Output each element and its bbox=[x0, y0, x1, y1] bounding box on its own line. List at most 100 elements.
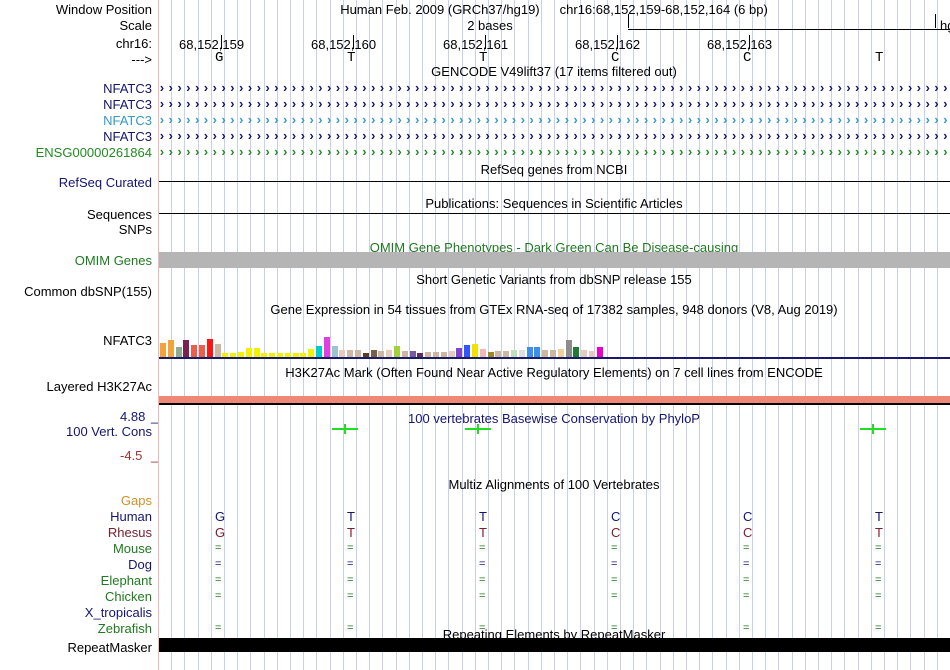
h3k27ac-signal-bar[interactable] bbox=[158, 396, 950, 403]
dbsnp-label[interactable]: Common dbSNP(155) bbox=[0, 284, 156, 299]
snps-label[interactable]: SNPs bbox=[0, 222, 156, 237]
species-value-4-5[interactable]: = bbox=[875, 558, 881, 570]
species-value-2-2[interactable]: T bbox=[479, 525, 487, 540]
species-value-1-3[interactable]: C bbox=[611, 509, 620, 524]
species-label-3[interactable]: Mouse bbox=[0, 541, 156, 556]
gtex-bar-46[interactable] bbox=[519, 350, 525, 357]
species-value-1-1[interactable]: T bbox=[347, 509, 355, 524]
species-value-5-0[interactable]: = bbox=[215, 574, 221, 586]
gtex-bar-21[interactable] bbox=[324, 337, 330, 357]
conservation-mark-0[interactable] bbox=[332, 428, 358, 430]
species-value-6-2[interactable]: = bbox=[479, 590, 485, 602]
species-value-5-1[interactable]: = bbox=[347, 574, 353, 586]
gtex-bar-4[interactable] bbox=[191, 345, 197, 357]
gtex-bar-49[interactable] bbox=[542, 350, 548, 357]
gtex-track-label[interactable]: NFATC3 bbox=[0, 333, 156, 348]
species-value-5-4[interactable]: = bbox=[743, 574, 749, 586]
repeatmasker-label[interactable]: RepeatMasker bbox=[0, 640, 156, 655]
species-value-3-3[interactable]: = bbox=[611, 542, 617, 554]
gene-label-2[interactable]: NFATC3 bbox=[0, 113, 156, 128]
species-value-1-2[interactable]: T bbox=[479, 509, 487, 524]
gtex-bar-29[interactable] bbox=[386, 350, 392, 357]
conservation-mark-1[interactable] bbox=[465, 428, 491, 430]
species-label-8[interactable]: Zebrafish bbox=[0, 621, 156, 636]
refseq-label[interactable]: RefSeq Curated bbox=[0, 175, 156, 190]
gtex-bar-48[interactable] bbox=[534, 347, 540, 357]
gtex-bar-24[interactable] bbox=[347, 350, 353, 357]
gene-arrow-track-2[interactable]: ››››››››››››››››››››››››››››››››››››››››… bbox=[158, 113, 950, 127]
species-label-1[interactable]: Human bbox=[0, 509, 156, 524]
omim-genes-bar[interactable] bbox=[158, 252, 950, 268]
gene-arrow-track-4[interactable]: ››››››››››››››››››››››››››››››››››››››››… bbox=[158, 145, 950, 159]
species-value-5-2[interactable]: = bbox=[479, 574, 485, 586]
species-value-2-0[interactable]: G bbox=[215, 525, 225, 540]
gtex-bar-7[interactable] bbox=[215, 344, 221, 357]
gtex-bar-45[interactable] bbox=[511, 350, 517, 357]
species-value-2-5[interactable]: T bbox=[875, 525, 883, 540]
species-value-1-5[interactable]: T bbox=[875, 509, 883, 524]
species-value-5-5[interactable]: = bbox=[875, 574, 881, 586]
gtex-bar-52[interactable] bbox=[566, 340, 572, 357]
species-value-1-0[interactable]: G bbox=[215, 509, 225, 524]
gtex-bar-27[interactable] bbox=[371, 350, 377, 357]
species-value-6-1[interactable]: = bbox=[347, 590, 353, 602]
species-value-4-1[interactable]: = bbox=[347, 558, 353, 570]
gtex-bar-47[interactable] bbox=[527, 347, 533, 357]
species-value-4-2[interactable]: = bbox=[479, 558, 485, 570]
species-value-3-5[interactable]: = bbox=[875, 542, 881, 554]
gtex-bar-56[interactable] bbox=[597, 347, 603, 357]
species-value-6-4[interactable]: = bbox=[743, 590, 749, 602]
gene-arrow-track-0[interactable]: ››››››››››››››››››››››››››››››››››››››››… bbox=[158, 81, 950, 95]
species-value-6-5[interactable]: = bbox=[875, 590, 881, 602]
gtex-bar-3[interactable] bbox=[183, 340, 189, 357]
species-label-5[interactable]: Elephant bbox=[0, 573, 156, 588]
species-value-1-4[interactable]: C bbox=[743, 509, 752, 524]
gtex-bar-2[interactable] bbox=[176, 347, 182, 357]
gtex-bar-12[interactable] bbox=[254, 348, 260, 357]
species-label-6[interactable]: Chicken bbox=[0, 589, 156, 604]
gtex-bar-25[interactable] bbox=[355, 350, 361, 357]
species-value-6-0[interactable]: = bbox=[215, 590, 221, 602]
gtex-bar-50[interactable] bbox=[550, 350, 556, 357]
species-value-6-3[interactable]: = bbox=[611, 590, 617, 602]
gtex-bar-20[interactable] bbox=[316, 346, 322, 357]
species-value-2-4[interactable]: C bbox=[743, 525, 752, 540]
gtex-bar-51[interactable] bbox=[558, 349, 564, 357]
gtex-bar-0[interactable] bbox=[160, 343, 166, 357]
sequences-label[interactable]: Sequences bbox=[0, 207, 156, 222]
species-value-2-1[interactable]: T bbox=[347, 525, 355, 540]
species-label-2[interactable]: Rhesus bbox=[0, 525, 156, 540]
species-value-3-2[interactable]: = bbox=[479, 542, 485, 554]
species-value-3-4[interactable]: = bbox=[743, 542, 749, 554]
conservation-mark-2[interactable] bbox=[860, 428, 886, 430]
gtex-bar-6[interactable] bbox=[207, 339, 213, 357]
species-label-4[interactable]: Dog bbox=[0, 557, 156, 572]
gtex-bar-41[interactable] bbox=[480, 349, 486, 357]
gtex-bar-5[interactable] bbox=[199, 345, 205, 357]
gtex-bar-40[interactable] bbox=[472, 344, 478, 357]
species-value-5-3[interactable]: = bbox=[611, 574, 617, 586]
gene-arrow-track-3[interactable]: ››››››››››››››››››››››››››››››››››››››››… bbox=[158, 129, 950, 143]
species-value-4-0[interactable]: = bbox=[215, 558, 221, 570]
species-value-4-4[interactable]: = bbox=[743, 558, 749, 570]
gene-label-4[interactable]: ENSG00000261864 bbox=[0, 145, 156, 160]
species-value-3-1[interactable]: = bbox=[347, 542, 353, 554]
species-value-2-3[interactable]: C bbox=[611, 525, 620, 540]
gene-arrow-track-1[interactable]: ››››››››››››››››››››››››››››››››››››››››… bbox=[158, 97, 950, 111]
gtex-bar-22[interactable] bbox=[332, 346, 338, 357]
gtex-bar-23[interactable] bbox=[339, 350, 345, 357]
gene-label-0[interactable]: NFATC3 bbox=[0, 81, 156, 96]
gene-label-3[interactable]: NFATC3 bbox=[0, 129, 156, 144]
gtex-bar-39[interactable] bbox=[464, 345, 470, 357]
gtex-bar-1[interactable] bbox=[168, 340, 174, 357]
phylop-track-label[interactable]: 100 Vert. Cons bbox=[0, 424, 156, 439]
gtex-bar-30[interactable] bbox=[394, 346, 400, 357]
repeatmasker-elements-bar[interactable] bbox=[158, 638, 950, 652]
omim-label[interactable]: OMIM Genes bbox=[0, 253, 156, 268]
species-label-0[interactable]: Gaps bbox=[0, 493, 156, 508]
gtex-bar-54[interactable] bbox=[581, 350, 587, 357]
gene-label-1[interactable]: NFATC3 bbox=[0, 97, 156, 112]
species-label-7[interactable]: X_tropicalis bbox=[0, 605, 156, 620]
h3k27ac-label[interactable]: Layered H3K27Ac bbox=[0, 379, 156, 394]
species-value-4-3[interactable]: = bbox=[611, 558, 617, 570]
